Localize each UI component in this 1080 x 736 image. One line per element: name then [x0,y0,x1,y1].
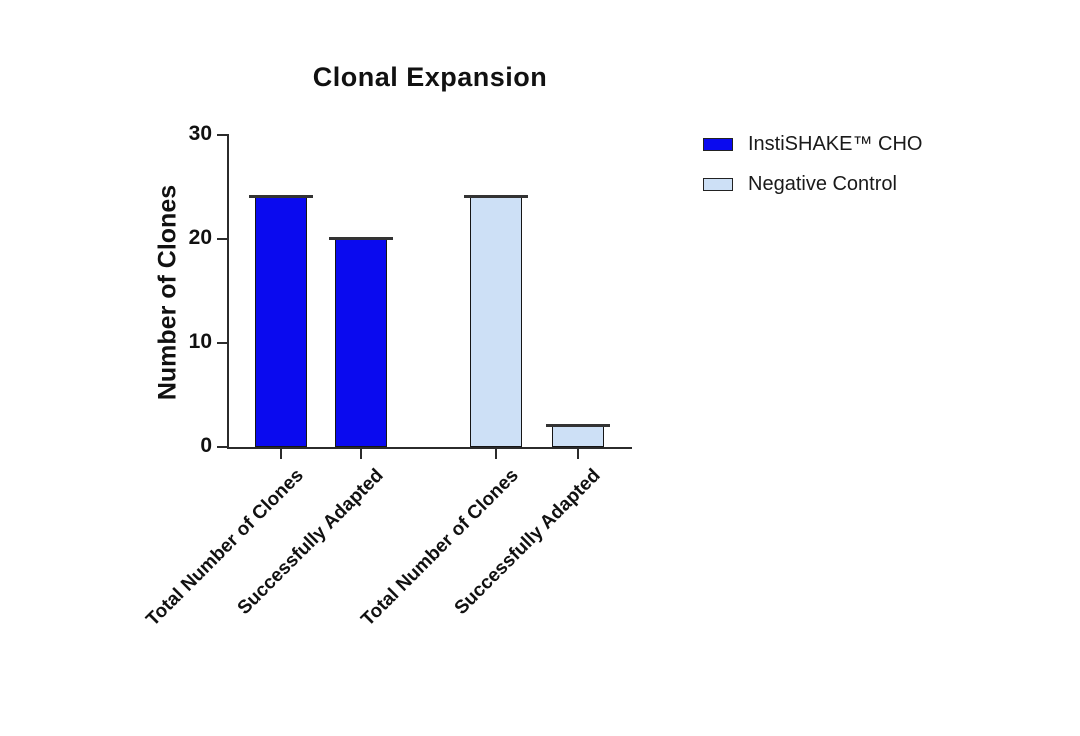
legend-item: Negative Control [703,173,922,196]
x-tick-mark [360,449,362,459]
y-axis-line [227,134,229,449]
legend-swatch [703,178,733,191]
x-tick-mark [495,449,497,459]
x-axis-line [227,447,632,449]
y-tick-mark [217,238,227,240]
error-bar-cap [329,237,393,240]
y-tick-mark [217,342,227,344]
y-tick-label: 10 [188,330,212,353]
legend: InstiSHAKE™ CHO Negative Control [703,133,922,196]
y-tick-label: 0 [200,434,212,457]
legend-label: Negative Control [748,173,897,195]
x-category-label: Total Number of Clones [142,465,308,631]
error-bar-cap [249,195,313,198]
x-category-label: Total Number of Clones [357,465,523,631]
error-bar-cap [546,424,610,427]
x-tick-mark [280,449,282,459]
bar [552,426,604,447]
y-tick-label: 20 [188,226,212,249]
bar [470,197,522,447]
x-tick-mark [577,449,579,459]
legend-item: InstiSHAKE™ CHO [703,133,922,156]
legend-swatch [703,138,733,151]
y-tick-mark [217,134,227,136]
x-category-label: Successfully Adapted [233,465,388,619]
bar [335,239,387,447]
chart-title: Clonal Expansion [312,62,548,92]
y-tick-mark [217,446,227,448]
y-axis-label: Number of Clones [153,184,182,401]
legend-label: InstiSHAKE™ CHO [748,133,923,155]
y-tick-label: 30 [188,122,212,145]
bar [255,197,307,447]
x-category-label: Successfully Adapted [450,465,605,619]
error-bar-cap [464,195,528,198]
